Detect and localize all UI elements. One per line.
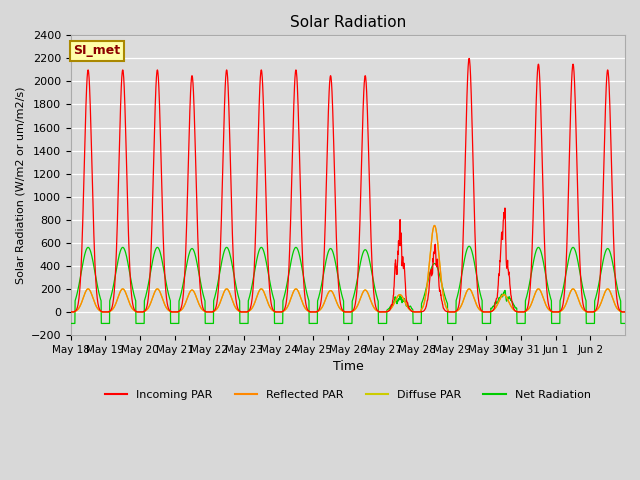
- Y-axis label: Solar Radiation (W/m2 or um/m2/s): Solar Radiation (W/m2 or um/m2/s): [15, 86, 25, 284]
- Title: Solar Radiation: Solar Radiation: [290, 15, 406, 30]
- Legend: Incoming PAR, Reflected PAR, Diffuse PAR, Net Radiation: Incoming PAR, Reflected PAR, Diffuse PAR…: [101, 385, 595, 404]
- X-axis label: Time: Time: [333, 360, 364, 373]
- Text: SI_met: SI_met: [74, 44, 121, 57]
